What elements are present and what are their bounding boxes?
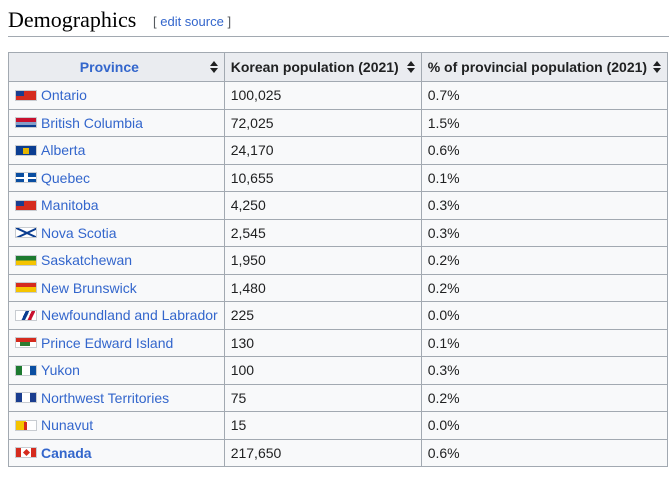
province-cell: Alberta <box>8 136 225 165</box>
table-row: Northwest Territories 75 0.2% <box>8 383 669 412</box>
header-province-label: Province <box>79 59 139 75</box>
nunavut-flag-icon[interactable] <box>15 419 37 431</box>
percent-cell: 0.0% <box>420 301 669 330</box>
province-link-nunavut[interactable]: Nunavut <box>41 417 94 434</box>
edit-section-links: [ edit source ] <box>153 14 232 29</box>
percent-cell: 0.2% <box>420 383 669 412</box>
table-row: Quebec 10,655 0.1% <box>8 163 669 192</box>
province-cell: Ontario <box>8 81 225 110</box>
percent-cell: 0.6% <box>420 136 669 165</box>
table-row: Prince Edward Island 130 0.1% <box>8 328 669 357</box>
population-cell: 4,250 <box>223 191 422 220</box>
province-link-yukon[interactable]: Yukon <box>41 362 80 379</box>
table-row: Nova Scotia 2,545 0.3% <box>8 218 669 247</box>
sort-icon[interactable] <box>406 61 415 73</box>
table-row: Saskatchewan 1,950 0.2% <box>8 246 669 275</box>
pei-flag-icon[interactable] <box>15 337 37 349</box>
percent-cell: 0.1% <box>420 328 669 357</box>
percent-cell: 0.2% <box>420 246 669 275</box>
province-link-nova-scotia[interactable]: Nova Scotia <box>41 224 117 241</box>
province-link-manitoba[interactable]: Manitoba <box>41 197 99 214</box>
newfoundland-flag-icon[interactable] <box>15 309 37 321</box>
province-link-british-columbia[interactable]: British Columbia <box>41 114 143 131</box>
table-row: Nunavut 15 0.0% <box>8 411 669 440</box>
percent-cell: 0.0% <box>420 411 669 440</box>
header-population-label: Korean population (2021) <box>230 59 399 75</box>
percent-cell: 0.2% <box>420 273 669 302</box>
nwt-flag-icon[interactable] <box>15 392 37 404</box>
population-cell: 75 <box>223 383 422 412</box>
demographics-table: Province Korean population (2021) % of p… <box>8 52 669 467</box>
table-row: Yukon 100 0.3% <box>8 356 669 385</box>
province-link-alberta[interactable]: Alberta <box>41 142 86 159</box>
table-row: Manitoba 4,250 0.3% <box>8 191 669 220</box>
sort-icon[interactable] <box>209 61 218 73</box>
manitoba-flag-icon[interactable] <box>15 199 37 211</box>
percent-cell: 0.3% <box>420 356 669 385</box>
province-cell: Saskatchewan <box>8 246 225 275</box>
saskatchewan-flag-icon[interactable] <box>15 254 37 266</box>
table-row: British Columbia 72,025 1.5% <box>8 108 669 137</box>
percent-cell: 0.3% <box>420 218 669 247</box>
table-row: Ontario 100,025 0.7% <box>8 81 669 110</box>
percent-cell: 0.6% <box>420 438 669 467</box>
province-cell: Newfoundland and Labrador <box>8 301 225 330</box>
ontario-flag-icon[interactable] <box>15 89 37 101</box>
population-cell: 100 <box>223 356 422 385</box>
province-cell: Manitoba <box>8 191 225 220</box>
province-cell: Yukon <box>8 356 225 385</box>
canada-flag-icon[interactable] <box>15 447 37 459</box>
population-cell: 10,655 <box>223 163 422 192</box>
province-cell: Quebec <box>8 163 225 192</box>
british-columbia-flag-icon[interactable] <box>15 117 37 129</box>
province-link-pei[interactable]: Prince Edward Island <box>41 334 174 351</box>
sort-icon[interactable] <box>653 61 662 73</box>
section-title: Demographics <box>8 7 137 32</box>
table-row: Alberta 24,170 0.6% <box>8 136 669 165</box>
province-cell: Nunavut <box>8 411 225 440</box>
population-cell: 1,480 <box>223 273 422 302</box>
percent-cell: 0.7% <box>420 81 669 110</box>
province-link-new-brunswick[interactable]: New Brunswick <box>41 279 137 296</box>
population-cell: 225 <box>223 301 422 330</box>
table-row: New Brunswick 1,480 0.2% <box>8 273 669 302</box>
province-cell: British Columbia <box>8 108 225 137</box>
province-cell: Nova Scotia <box>8 218 225 247</box>
percent-cell: 0.3% <box>420 191 669 220</box>
yukon-flag-icon[interactable] <box>15 364 37 376</box>
population-cell: 2,545 <box>223 218 422 247</box>
table-header-row: Province Korean population (2021) % of p… <box>8 52 669 82</box>
quebec-flag-icon[interactable] <box>15 172 37 184</box>
population-cell: 1,950 <box>223 246 422 275</box>
alberta-flag-icon[interactable] <box>15 144 37 156</box>
province-link-nwt[interactable]: Northwest Territories <box>41 389 170 406</box>
population-cell: 15 <box>223 411 422 440</box>
percent-cell: 1.5% <box>420 108 669 137</box>
province-link-canada[interactable]: Canada <box>41 444 92 461</box>
header-percent[interactable]: % of provincial population (2021) <box>420 52 669 82</box>
header-population[interactable]: Korean population (2021) <box>223 52 422 82</box>
province-link-ontario[interactable]: Ontario <box>41 87 87 104</box>
population-cell: 130 <box>223 328 422 357</box>
percent-cell: 0.1% <box>420 163 669 192</box>
population-cell: 72,025 <box>223 108 422 137</box>
province-cell: Northwest Territories <box>8 383 225 412</box>
header-province[interactable]: Province <box>8 52 225 82</box>
edit-source-link[interactable]: edit source <box>160 14 224 29</box>
population-cell: 217,650 <box>223 438 422 467</box>
population-cell: 24,170 <box>223 136 422 165</box>
population-cell: 100,025 <box>223 81 422 110</box>
province-link-saskatchewan[interactable]: Saskatchewan <box>41 252 133 269</box>
new-brunswick-flag-icon[interactable] <box>15 282 37 294</box>
nova-scotia-flag-icon[interactable] <box>15 227 37 239</box>
total-row: Canada 217,650 0.6% <box>8 438 669 467</box>
province-cell: Canada <box>8 438 225 467</box>
section-header: Demographics [ edit source ] <box>8 4 669 37</box>
header-percent-label: % of provincial population (2021) <box>427 59 648 75</box>
province-link-quebec[interactable]: Quebec <box>41 169 91 186</box>
province-cell: New Brunswick <box>8 273 225 302</box>
province-cell: Prince Edward Island <box>8 328 225 357</box>
province-link-newfoundland[interactable]: Newfoundland and Labrador <box>41 307 218 324</box>
table-row: Newfoundland and Labrador 225 0.0% <box>8 301 669 330</box>
